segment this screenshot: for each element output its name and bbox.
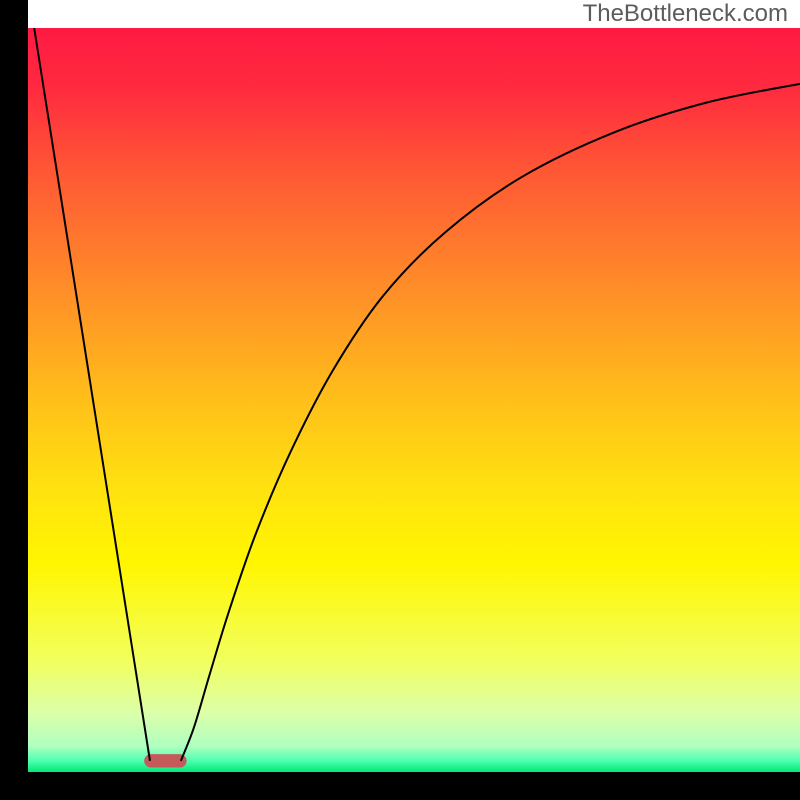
- gradient-background: [28, 28, 800, 772]
- y-axis: [0, 0, 28, 800]
- x-axis: [0, 772, 800, 800]
- chart-container: { "watermark": { "text": "TheBottleneck.…: [0, 0, 800, 800]
- watermark-text: TheBottleneck.com: [583, 0, 788, 28]
- optimum-marker: [144, 754, 186, 767]
- bottleneck-chart: [0, 0, 800, 800]
